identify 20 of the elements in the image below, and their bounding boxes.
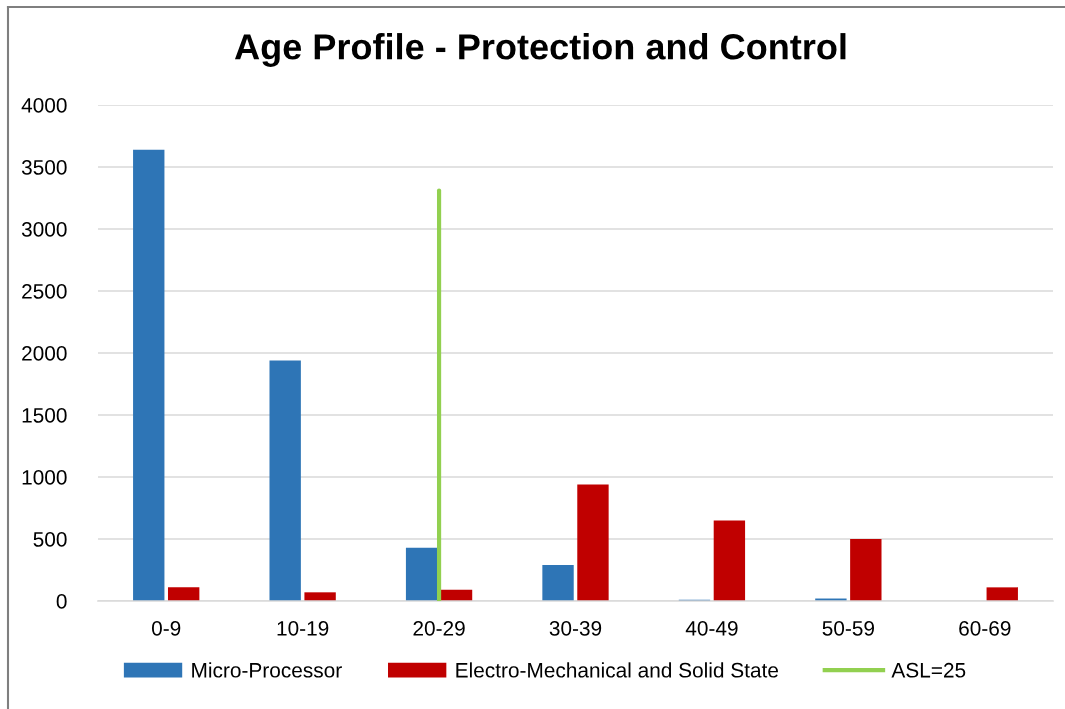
legend-label: ASL=25: [891, 662, 966, 678]
x-tick-label: 40-49: [685, 620, 738, 636]
x-tick-label: 0-9: [151, 620, 181, 636]
y-tick-label: 0: [56, 594, 67, 609]
y-tick-label: 4000: [21, 98, 67, 113]
y-tick-label: 2000: [22, 346, 67, 361]
y-tick-label: 2500: [22, 284, 67, 299]
x-tick-label: 50-59: [822, 620, 875, 636]
y-tick-label: 3500: [21, 160, 67, 175]
y-tick-label: 1500: [22, 408, 67, 423]
legend-label: Micro-Processor: [192, 662, 342, 678]
y-tick-label: 1000: [22, 470, 67, 485]
x-tick-label: 20-29: [413, 620, 465, 636]
chart-title: Age Profile - Protection and Control: [234, 33, 846, 67]
y-tick-label: 500: [33, 532, 67, 547]
x-tick-label: 60-69: [959, 620, 1011, 636]
legend-label: Electro-Mechanical and Solid State: [456, 662, 778, 678]
y-tick-label: 3000: [21, 222, 67, 237]
x-tick-label: 10-19: [277, 620, 329, 636]
x-tick-label: 30-39: [549, 620, 602, 636]
